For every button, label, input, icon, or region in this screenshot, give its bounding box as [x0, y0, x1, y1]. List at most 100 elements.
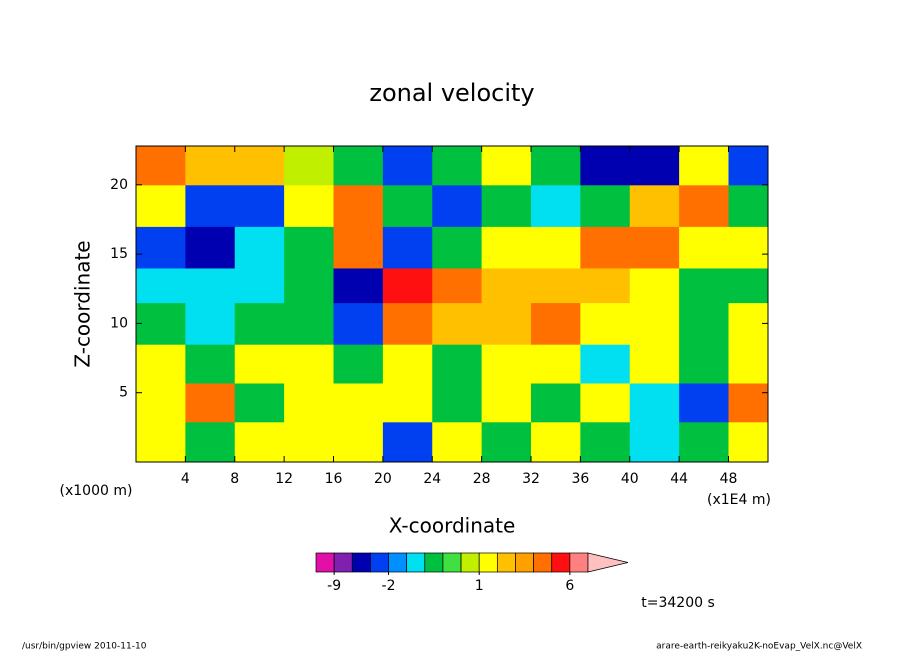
colorbar-box [551, 552, 571, 573]
field-cell [284, 267, 334, 304]
x-tick-label: 44 [670, 471, 688, 487]
field-cell [481, 383, 532, 423]
colorbar-box [424, 552, 444, 573]
field-cell [580, 146, 631, 186]
colorbar: -9 -2 1 6 [315, 552, 629, 594]
field-cell [432, 302, 483, 345]
field-cell [284, 302, 334, 345]
field-cell [136, 344, 186, 384]
field-cell [432, 421, 483, 463]
field-cell [629, 421, 680, 463]
field-cell [382, 344, 433, 384]
x-tick-label: 16 [325, 471, 343, 487]
field-cell [284, 421, 334, 463]
field-cell [728, 267, 769, 304]
field-cell [382, 184, 433, 227]
field-cell [185, 383, 236, 423]
field-cell [333, 344, 384, 384]
field-cell [284, 226, 334, 269]
field-cell [629, 226, 680, 269]
field-cell [432, 383, 483, 423]
y-tick-label: 5 [119, 385, 128, 401]
colorbar-box [333, 552, 353, 573]
field-cell [679, 421, 729, 463]
field-cell [333, 383, 384, 423]
colorbar-box [351, 552, 371, 573]
field-cell [382, 421, 433, 463]
x-axis-label: X-coordinate [389, 514, 516, 538]
colorbar-box [388, 552, 408, 573]
field-cell [333, 146, 384, 186]
colorbar-box [569, 552, 589, 573]
field-cell [728, 383, 769, 423]
field-cell [185, 344, 236, 384]
x-unit: (x1E4 m) [707, 492, 771, 508]
field-cell [284, 383, 334, 423]
field-cell [185, 267, 236, 304]
footer-left: /usr/bin/gpview 2010-11-10 [22, 642, 147, 652]
y-unit: (x1000 m) [60, 483, 133, 499]
x-tick-label: 4 [181, 471, 190, 487]
x-tick-label: 36 [571, 471, 589, 487]
field-cell [580, 421, 631, 463]
field-cell [136, 226, 186, 269]
plot-frame [135, 145, 769, 463]
field-cell [481, 267, 532, 304]
field-cell [333, 226, 384, 269]
field-cell [284, 344, 334, 384]
field-cell [728, 344, 769, 384]
field-cell [185, 421, 236, 463]
colorbar-tick-label: 6 [565, 578, 574, 594]
field-cell [531, 267, 581, 304]
field-cell [679, 184, 729, 227]
field-cell [284, 184, 334, 227]
field-cell [531, 146, 581, 186]
field-cell [382, 146, 433, 186]
field-cell [185, 302, 236, 345]
field-cell [234, 421, 285, 463]
field-cell [679, 226, 729, 269]
colorbar-box [478, 552, 498, 573]
x-tick-label: 24 [423, 471, 441, 487]
colorbar-box [370, 552, 389, 573]
colorbar-tick-label: -2 [382, 578, 396, 594]
field-cell [679, 383, 729, 423]
field-cell [481, 184, 532, 227]
field-cell [382, 267, 433, 304]
field-cell [234, 146, 285, 186]
field-cell [234, 267, 285, 304]
field-cell [629, 344, 680, 384]
x-tick-label: 48 [720, 471, 738, 487]
field-cell [382, 226, 433, 269]
y-tick-label: 10 [110, 315, 128, 331]
field-cell [481, 226, 532, 269]
field-cell [531, 226, 581, 269]
field-cell [333, 184, 384, 227]
field-cell [580, 344, 631, 384]
field-cell [728, 302, 769, 345]
field-cell [432, 344, 483, 384]
field-cell [333, 302, 384, 345]
field-cell [728, 146, 769, 186]
field-cell [185, 184, 236, 227]
x-tick-label: 12 [275, 471, 293, 487]
field-cell [629, 383, 680, 423]
y-tick-label: 20 [110, 177, 128, 193]
field-cell [284, 146, 334, 186]
field-cell [136, 383, 186, 423]
field-cell [629, 267, 680, 304]
field-cell [531, 302, 581, 345]
field-cell [629, 302, 680, 345]
field-cell [481, 302, 532, 345]
field-cell [629, 184, 680, 227]
field-cell [580, 267, 631, 304]
field-cell [679, 267, 729, 304]
x-tick-label: 40 [621, 471, 639, 487]
field-cell [234, 302, 285, 345]
field-cell [481, 421, 532, 463]
colorbar-box [533, 552, 553, 573]
y-axis-label: Z-coordinate [71, 240, 95, 367]
field-cell [728, 421, 769, 463]
